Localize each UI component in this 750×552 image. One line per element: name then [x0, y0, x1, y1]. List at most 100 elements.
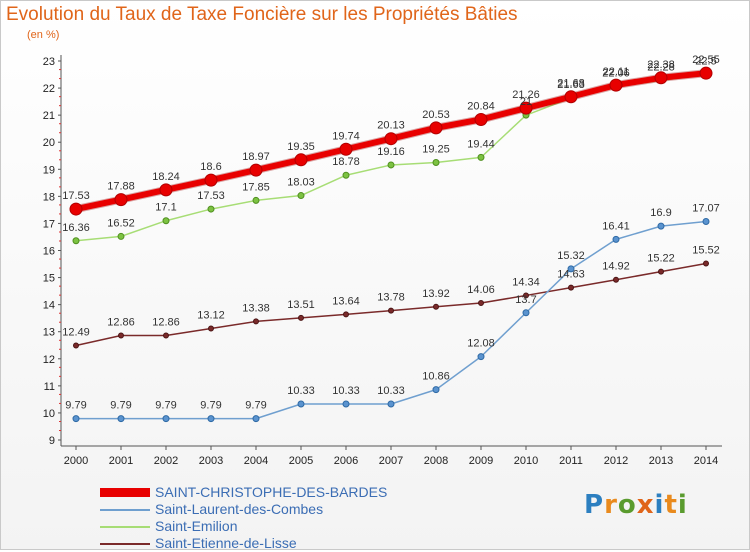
data-point	[162, 217, 170, 225]
data-point	[519, 101, 533, 115]
data-point	[117, 232, 125, 240]
data-point	[522, 309, 530, 317]
data-point	[207, 415, 215, 423]
data-point	[609, 78, 623, 92]
y-tick-label: 18	[43, 191, 55, 203]
y-tick-label: 17	[43, 218, 55, 230]
data-label: 10.33	[287, 385, 315, 397]
data-point	[159, 183, 173, 197]
x-tick-label: 2008	[424, 455, 448, 467]
legend-swatch	[100, 526, 150, 528]
legend-label: Saint-Laurent-des-Combes	[155, 501, 324, 517]
data-label: 9.79	[200, 400, 221, 412]
data-label: 14.92	[602, 261, 630, 273]
data-point	[432, 159, 440, 167]
data-label: 13.64	[332, 295, 360, 307]
y-tick-label: 10	[43, 408, 55, 420]
x-tick-label: 2000	[64, 455, 88, 467]
data-point	[297, 192, 305, 200]
data-label: 21.63	[557, 79, 585, 91]
data-label: 18.97	[242, 151, 270, 163]
data-label: 22.55	[692, 54, 720, 66]
data-label: 17.53	[197, 190, 225, 202]
y-axis-unit: (en %)	[27, 29, 60, 41]
data-label: 22.06	[602, 67, 630, 79]
data-point	[699, 66, 713, 80]
data-point	[429, 121, 443, 135]
data-label: 17.07	[692, 203, 720, 215]
chart-title: Evolution du Taux de Taxe Foncière sur l…	[6, 4, 518, 25]
data-label: 22.5	[695, 56, 716, 68]
x-tick-label: 2012	[604, 455, 628, 467]
logo-letter: x	[636, 490, 655, 520]
data-label: 17.85	[242, 181, 270, 193]
data-point	[72, 415, 80, 423]
x-tick-label: 2013	[649, 455, 673, 467]
data-label: 22.28	[647, 61, 675, 73]
data-point	[117, 415, 125, 423]
data-label: 12.08	[467, 338, 495, 350]
logo-letter: i	[654, 490, 665, 520]
data-label: 9.79	[155, 400, 176, 412]
data-label: 18.03	[287, 177, 315, 189]
x-tick-label: 2003	[199, 455, 223, 467]
legend-swatch	[100, 509, 150, 511]
y-tick-label: 20	[43, 137, 55, 149]
data-point	[658, 268, 664, 275]
legend-label: Saint-Emilion	[155, 518, 238, 534]
data-label: 9.79	[245, 400, 266, 412]
data-label: 19.16	[377, 146, 405, 158]
data-point	[613, 276, 619, 283]
data-point	[69, 202, 83, 216]
data-point	[252, 196, 260, 204]
data-point	[252, 415, 260, 423]
data-label: 13.78	[377, 292, 405, 304]
legend-swatch	[100, 488, 150, 497]
legend-label: Saint-Etienne-de-Lisse	[155, 535, 297, 551]
data-label: 13.12	[197, 309, 225, 321]
x-tick-label: 2006	[334, 455, 358, 467]
x-tick-label: 2009	[469, 455, 493, 467]
y-tick-label: 14	[43, 300, 55, 312]
data-label: 19.44	[467, 138, 495, 150]
data-label: 20.84	[467, 100, 495, 112]
logo-letter: o	[617, 490, 637, 520]
data-point	[612, 235, 620, 243]
data-label: 20.53	[422, 109, 450, 121]
series-line	[75, 262, 707, 347]
x-tick-label: 2011	[559, 455, 583, 467]
data-label: 13.92	[422, 288, 450, 300]
data-point	[114, 193, 128, 207]
data-point	[703, 260, 709, 267]
data-point	[478, 300, 484, 307]
data-point	[654, 71, 668, 85]
y-tick-label: 19	[43, 164, 55, 176]
x-tick-label: 2007	[379, 455, 403, 467]
y-tick-label: 13	[43, 327, 55, 339]
logo-letter: t	[664, 490, 678, 520]
data-label: 21.68	[557, 78, 585, 90]
data-point	[162, 415, 170, 423]
data-point	[564, 90, 578, 104]
data-label: 10.33	[377, 385, 405, 397]
data-label: 9.79	[110, 400, 131, 412]
data-point	[339, 142, 353, 156]
y-tick-label: 16	[43, 246, 55, 258]
y-tick-label: 15	[43, 273, 55, 285]
data-point	[523, 292, 529, 299]
data-label: 18.24	[152, 171, 180, 183]
data-point	[387, 161, 395, 169]
data-label: 20.13	[377, 120, 405, 132]
data-label: 18.78	[332, 156, 360, 168]
data-point	[294, 153, 308, 167]
data-label: 19.35	[287, 141, 315, 153]
axes: 9 10 11 12 13 14 15 16 17 18 19 20 21 22 23 2000 2001 200…	[43, 55, 722, 467]
data-label: 15.32	[557, 250, 585, 262]
data-point	[477, 153, 485, 161]
data-label: 16.52	[107, 217, 135, 229]
series-layer	[69, 66, 713, 423]
data-label: 21.26	[512, 89, 540, 101]
data-label: 17.53	[62, 190, 90, 202]
